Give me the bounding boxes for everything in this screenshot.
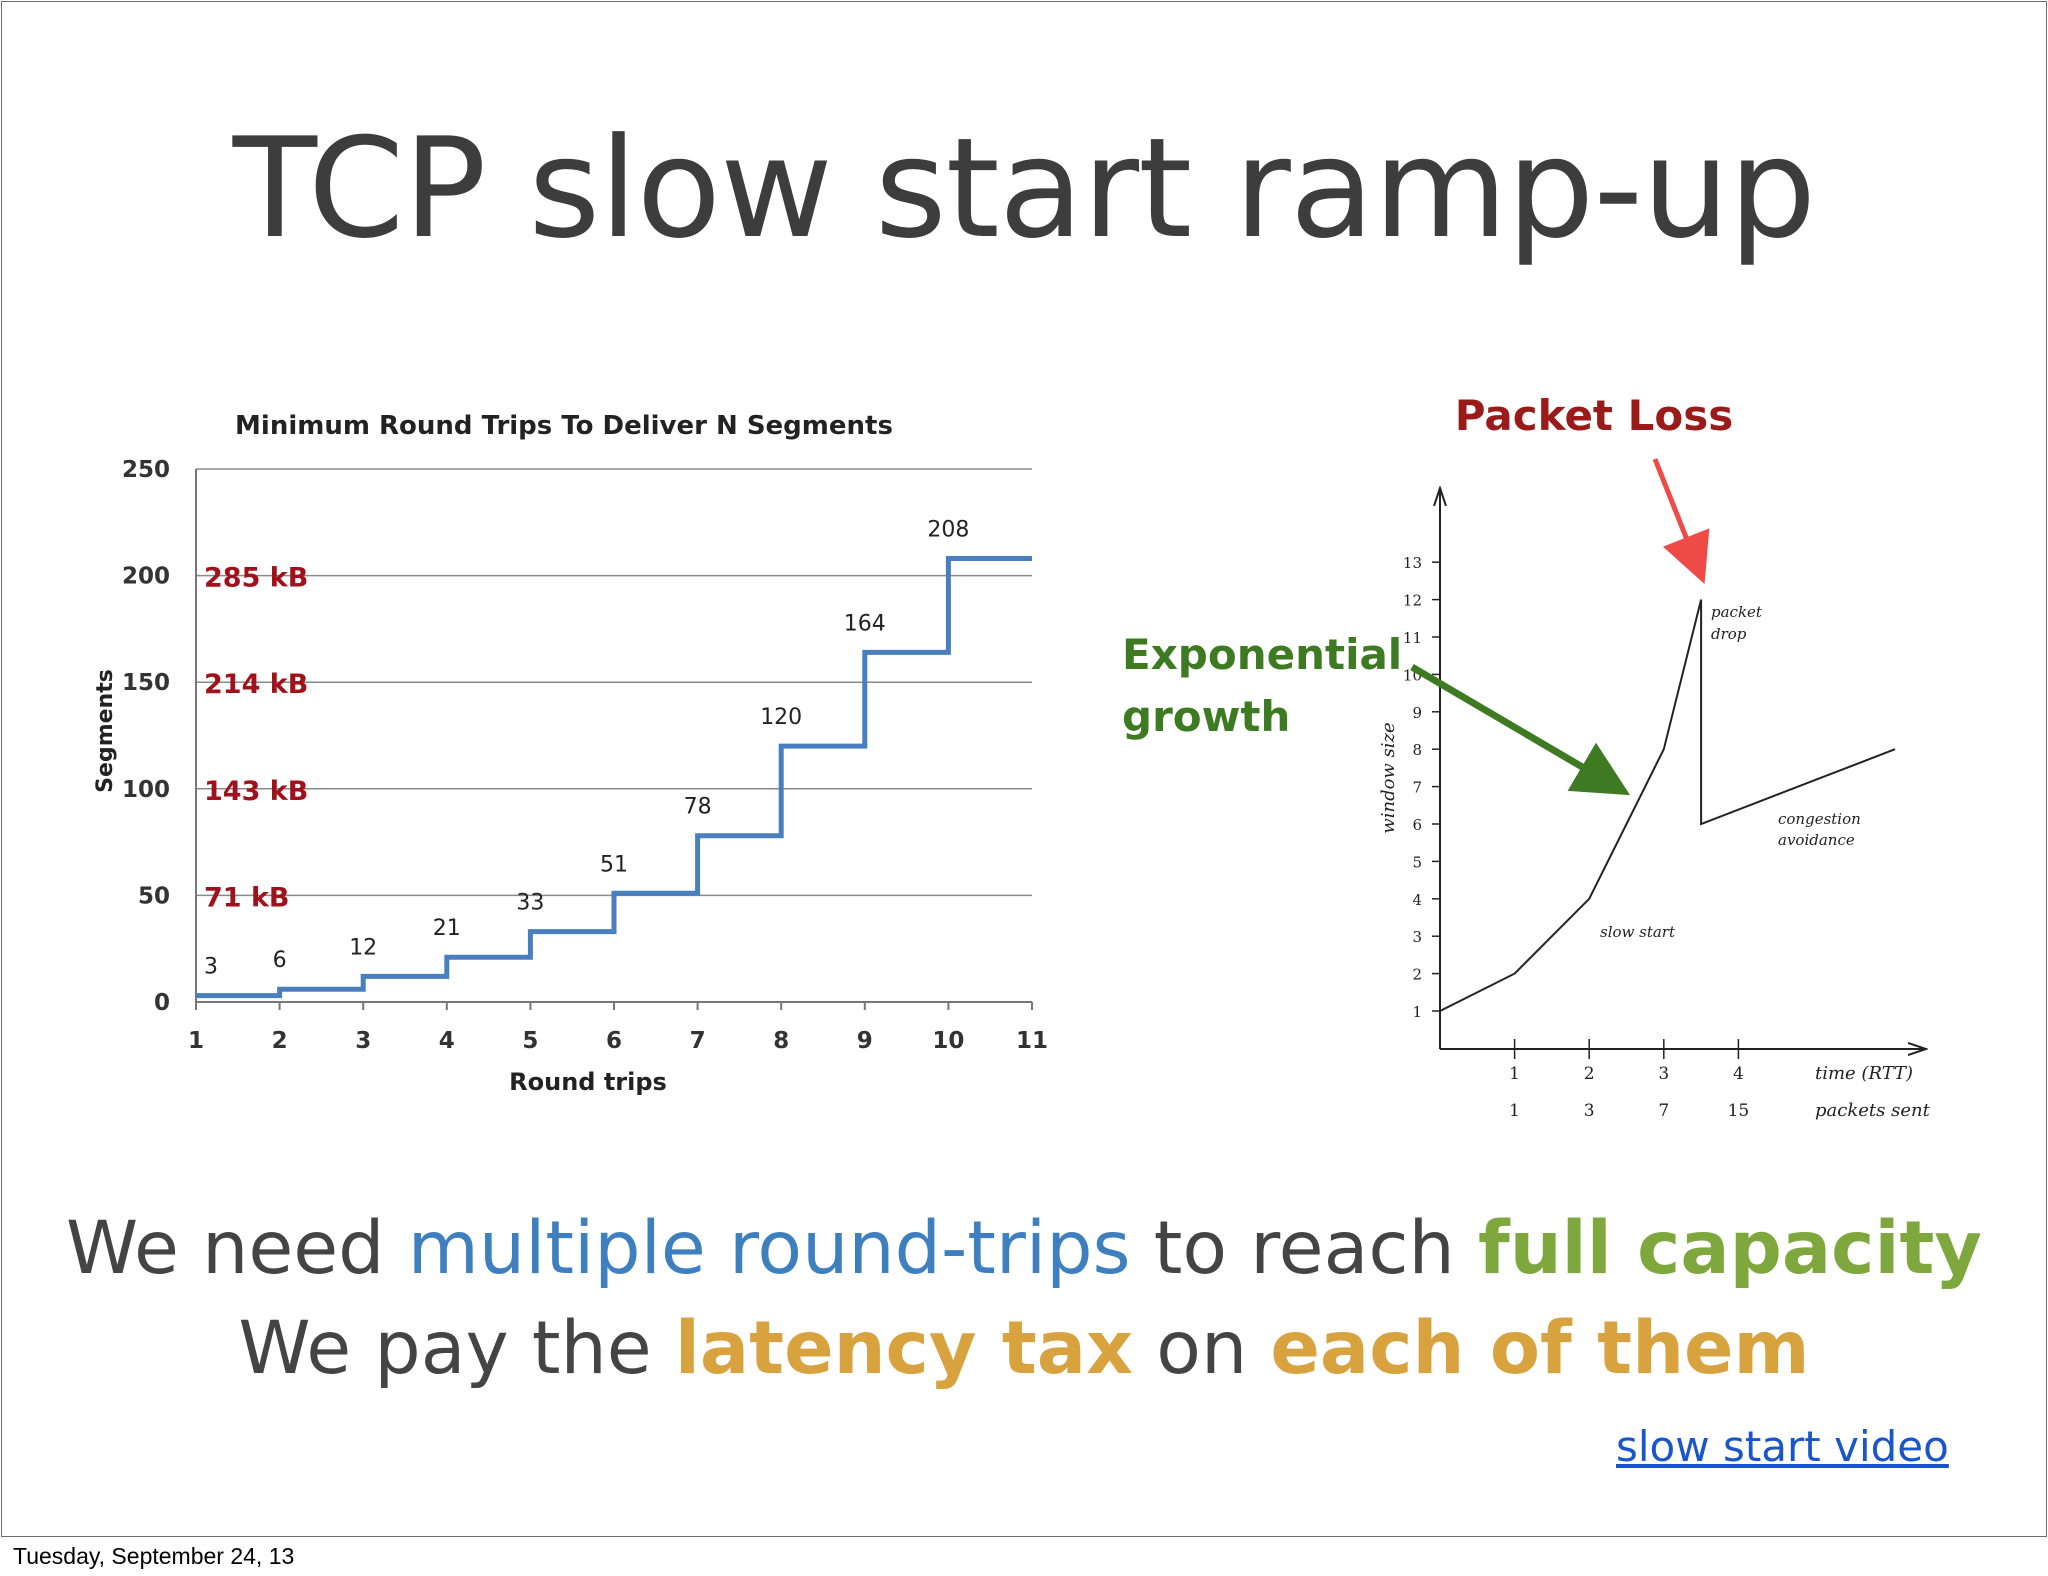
data-label-78: 78: [684, 795, 712, 820]
x-secondary-tick-1: 1: [1509, 1101, 1520, 1121]
annotation-143-kb: 143 kB: [204, 776, 308, 807]
x-tick-4: 4: [439, 1028, 455, 1054]
y-tick-0: 0: [154, 990, 170, 1016]
slow-start-video-link[interactable]: slow start video: [1616, 1422, 1949, 1471]
data-label-51: 51: [600, 852, 628, 877]
data-label-164: 164: [844, 611, 886, 636]
y-axis-label: window size: [1378, 722, 1399, 833]
y-tick-11: 11: [1403, 629, 1422, 647]
x-secondary-label: packets sent: [1815, 1100, 1931, 1121]
congestion-label-1: congestion: [1778, 810, 1861, 828]
packet-drop-label-2: drop: [1711, 625, 1747, 643]
window-size-line: [1439, 599, 1896, 1012]
annotation-214-kb: 214 kB: [204, 669, 308, 700]
caption-1-highlight-capacity: full capacity: [1477, 1206, 1982, 1291]
packet-drop-label-1: packet: [1711, 603, 1763, 621]
slide: TCP slow start ramp-up Minimum Round Tri…: [1, 1, 2047, 1537]
x-tick-11: 11: [1016, 1028, 1048, 1054]
caption-line-1: We need multiple round-trips to reach fu…: [2, 1212, 2046, 1285]
x-tick-3: 3: [355, 1028, 371, 1054]
x-axis-label: Round trips: [509, 1068, 667, 1096]
x-tick-5: 5: [522, 1028, 538, 1054]
data-label-208: 208: [927, 518, 969, 543]
y-tick-2: 2: [1412, 966, 1422, 984]
caption-2-highlight-latency: latency tax: [674, 1306, 1134, 1391]
y-tick-12: 12: [1403, 592, 1422, 610]
y-tick-7: 7: [1412, 779, 1422, 797]
exponential-growth-callout-1: Exponential: [1122, 630, 1402, 679]
segments-chart: Minimum Round Trips To Deliver N Segment…: [93, 411, 1048, 1096]
x-tick-3: 3: [1658, 1064, 1669, 1084]
exponential-growth-callout-2: growth: [1122, 692, 1290, 741]
series-step-line: [196, 556, 1032, 999]
y-tick-labels: 0 50 100 150 200 250: [122, 457, 170, 1016]
x-tick-1: 1: [1509, 1064, 1520, 1084]
y-tick-200: 200: [122, 564, 170, 590]
data-label-3: 3: [204, 955, 218, 980]
y-tick-5: 5: [1412, 853, 1422, 871]
data-label-21: 21: [433, 916, 461, 941]
charts-canvas: Minimum Round Trips To Deliver N Segment…: [93, 391, 1931, 1121]
y-tick-1: 1: [1412, 1003, 1422, 1021]
annotation-285-kb: 285 kB: [204, 563, 308, 594]
caption-2-c: on: [1133, 1306, 1271, 1391]
caption-1-a: We need: [66, 1206, 408, 1291]
y-tick-8: 8: [1412, 741, 1422, 759]
packet-loss-arrow: [1652, 458, 1710, 584]
x-tick-10: 10: [932, 1028, 964, 1054]
x-tick-7: 7: [690, 1028, 706, 1054]
x-secondary-tick-15: 15: [1728, 1101, 1750, 1121]
y-tick-250: 250: [122, 457, 170, 483]
data-label-33: 33: [516, 891, 544, 916]
caption-1-highlight-round-trips: multiple round-trips: [407, 1206, 1131, 1291]
slow-start-label: slow start: [1600, 923, 1676, 941]
y-tick-100: 100: [122, 777, 170, 803]
y-tick-4: 4: [1412, 891, 1422, 909]
annotation-71-kb: 71 kB: [204, 882, 290, 913]
x-tick-6: 6: [606, 1028, 622, 1054]
footer-date: Tuesday, September 24, 13: [13, 1543, 295, 1569]
exponential-growth-arrow: [1410, 663, 1631, 796]
y-tick-6: 6: [1412, 816, 1422, 834]
y-tick-13: 13: [1403, 554, 1422, 572]
y-tick-150: 150: [122, 670, 170, 696]
chart-title: Minimum Round Trips To Deliver N Segment…: [235, 411, 893, 441]
data-label-120: 120: [760, 705, 802, 730]
x-tick-2: 2: [272, 1028, 288, 1054]
caption-1-c: to reach: [1130, 1206, 1478, 1291]
x-axis-label: time (RTT): [1815, 1063, 1913, 1084]
x-tick-9: 9: [857, 1028, 873, 1054]
slide-title: TCP slow start ramp-up: [232, 108, 1817, 269]
caption-2-a: We pay the: [238, 1306, 675, 1391]
data-labels: 3 6 12 21 33 51 78 120 164 208: [204, 518, 969, 980]
x-tick-labels: 1 1 2 3 3 7 4 15: [1509, 1039, 1749, 1121]
x-tick-8: 8: [773, 1028, 789, 1054]
y-tick-50: 50: [138, 883, 170, 909]
caption-2-highlight-each: each of them: [1270, 1306, 1810, 1391]
x-secondary-tick-3: 3: [1584, 1101, 1595, 1121]
footer-bar: [0, 1537, 2048, 1576]
data-label-6: 6: [273, 948, 287, 973]
caption-line-2: We pay the latency tax on each of them: [2, 1312, 2046, 1385]
congestion-label-2: avoidance: [1778, 831, 1855, 849]
packet-loss-callout: Packet Loss: [1455, 391, 1734, 440]
x-tick-1: 1: [188, 1028, 204, 1054]
y-tick-9: 9: [1412, 704, 1422, 722]
y-tick-3: 3: [1412, 928, 1422, 946]
x-tick-4: 4: [1733, 1064, 1744, 1084]
y-gridlines: [196, 468, 1032, 897]
x-secondary-tick-7: 7: [1658, 1101, 1669, 1121]
y-axis-label: Segments: [93, 669, 118, 793]
x-tick-2: 2: [1584, 1064, 1595, 1084]
kb-annotations: 285 kB 214 kB 143 kB 71 kB: [204, 563, 308, 914]
x-tick-labels: 1 2 3 4 5 6 7 8 9 10 11: [188, 1002, 1048, 1054]
data-label-12: 12: [349, 935, 377, 960]
